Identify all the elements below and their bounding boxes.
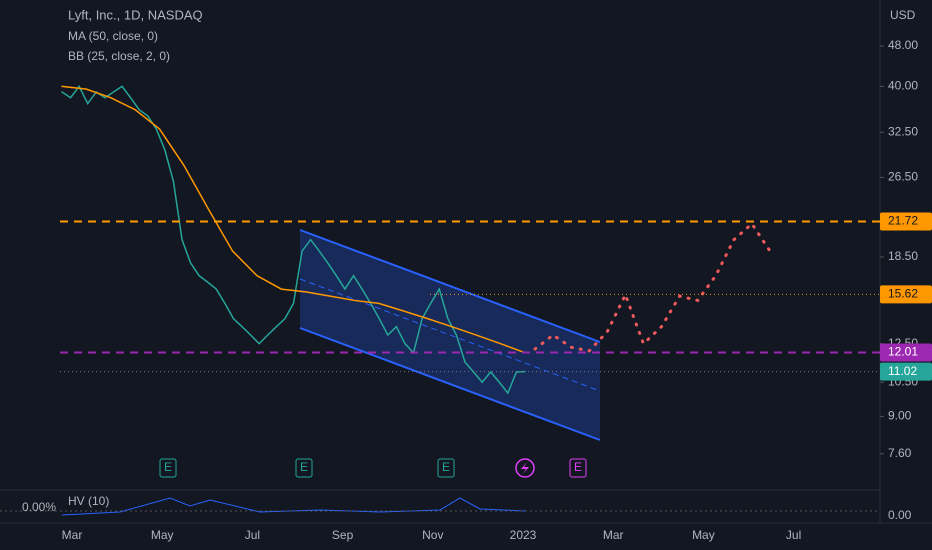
time-label: Jul [245, 528, 260, 542]
price-tag [880, 212, 932, 231]
earnings-label: E [164, 460, 172, 474]
price-tick-label: 40.00 [888, 79, 918, 93]
time-label: Mar [603, 528, 624, 542]
price-tag [880, 285, 932, 304]
time-label: May [151, 528, 174, 542]
symbol: Lyft, Inc., 1D, NASDAQ [68, 7, 203, 22]
earnings-label: E [300, 460, 308, 474]
price-tag-label: 15.62 [888, 287, 918, 301]
time-label: Sep [332, 528, 354, 542]
earnings-label: E [442, 460, 450, 474]
channel-mid [299, 278, 601, 392]
dividend-icon[interactable] [515, 458, 535, 478]
ma-legend: MA (50, close, 0) [68, 29, 158, 43]
bb-legend: BB (25, close, 2, 0) [68, 49, 170, 63]
earnings-marker[interactable] [437, 458, 455, 478]
time-label: Nov [422, 528, 443, 542]
time-label: 2023 [510, 528, 537, 542]
price-tick-label: 18.50 [888, 249, 918, 263]
series-projection [533, 221, 772, 353]
earnings-marker[interactable] [569, 458, 587, 478]
channel-upper [299, 229, 601, 343]
earnings-label: E [574, 460, 582, 474]
price-tag [880, 343, 932, 362]
series-price [61, 84, 526, 395]
hv-left: 0.00% [22, 500, 56, 514]
series-ma [61, 85, 526, 354]
time-label: Jul [786, 528, 801, 542]
price-tick-label: 32.50 [888, 124, 918, 138]
currency: USD [890, 8, 916, 22]
price-tag-label: 11.02 [888, 364, 917, 378]
price-tag [880, 362, 932, 381]
price-tag-label: 12.01 [888, 345, 918, 359]
price-tick-label: 9.00 [888, 409, 912, 423]
time-label: May [692, 528, 715, 542]
price-tick-label: 48.00 [888, 38, 918, 52]
price-tick-label: 26.50 [888, 170, 918, 184]
hv-title: HV (10) [68, 494, 109, 508]
time-label: Mar [62, 528, 83, 542]
channel-lower [299, 327, 601, 441]
hv-right: 0.00 [888, 508, 912, 522]
earnings-marker[interactable] [159, 458, 177, 478]
dividend-bolt [521, 462, 529, 474]
earnings-marker[interactable] [295, 458, 313, 478]
price-tag-label: 21.72 [888, 214, 918, 228]
price-tick-label: 7.60 [888, 446, 912, 460]
